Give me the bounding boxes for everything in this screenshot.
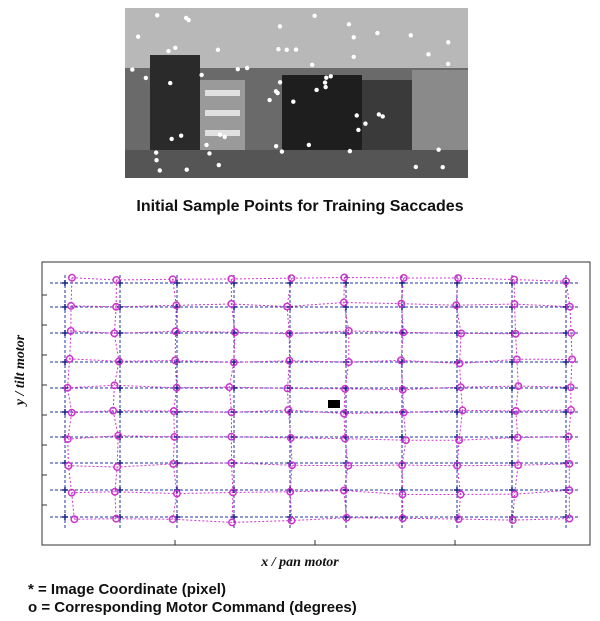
- legend-entry: o = Corresponding Motor Command (degrees…: [28, 599, 357, 616]
- figure: Initial Sample Points for Training Sacca…: [0, 0, 600, 621]
- legend-entry: * = Image Coordinate (pixel): [28, 581, 226, 598]
- plot: [42, 262, 590, 545]
- x-axis-label: x / pan motor: [260, 555, 339, 570]
- y-axis-label: y / tilt motor: [13, 334, 28, 407]
- caption: Initial Sample Points for Training Sacca…: [136, 198, 463, 215]
- page: Initial Sample Points for Training Sacca…: [0, 0, 600, 621]
- photo: [125, 8, 468, 178]
